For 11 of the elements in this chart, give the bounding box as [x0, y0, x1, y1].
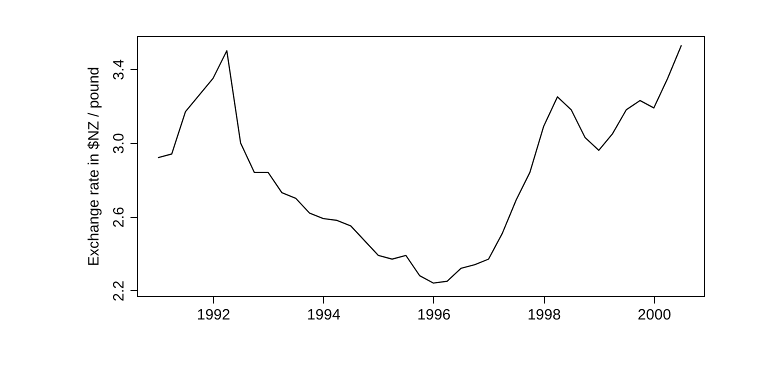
x-tick-label: 1992	[196, 306, 230, 324]
y-tick-label: 2.6	[110, 206, 128, 228]
x-tick-label: 1994	[307, 306, 340, 324]
y-axis-title: Exchange rate in $NZ / pound	[86, 66, 102, 266]
x-tick-label: 1996	[417, 306, 451, 324]
y-tick-label: 3.0	[110, 133, 128, 154]
y-tick-label: 2.2	[110, 280, 128, 302]
y-tick-label: 3.4	[110, 59, 128, 80]
x-tick-label: 2000	[638, 306, 672, 324]
x-tick-label: 1998	[527, 306, 561, 324]
line-series	[157, 44, 682, 284]
